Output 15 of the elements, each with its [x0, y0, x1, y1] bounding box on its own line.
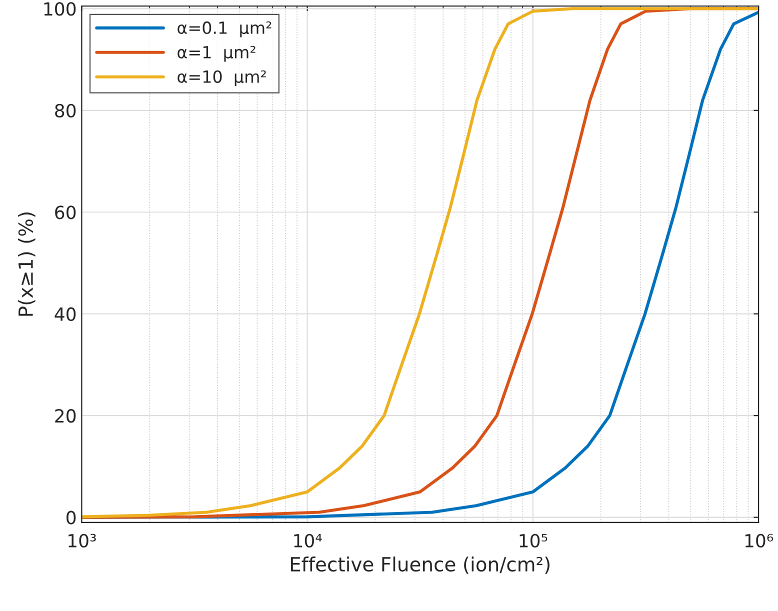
- x-tick-label: 10⁴: [294, 534, 322, 548]
- y-tick-label: 40: [54, 307, 76, 321]
- legend-label: α=0.1 μm²: [178, 21, 272, 38]
- x-tick-label: 10⁵: [520, 534, 548, 548]
- y-axis-title: P(x≥1) (%): [18, 212, 36, 316]
- x-tick-label: 10⁶: [745, 534, 774, 548]
- y-tick-label: 80: [55, 104, 76, 118]
- legend-label: α=1 μm²: [178, 46, 256, 62]
- x-tick-label: 10³: [68, 534, 96, 548]
- y-tick-label: 20: [55, 409, 76, 423]
- legend-label: α=10 μm²: [178, 70, 266, 86]
- y-tick-label: 60: [55, 206, 76, 220]
- x-axis-title: Effective Fluence (ion/cm²): [290, 556, 550, 574]
- y-tick-label: 0: [66, 510, 76, 524]
- y-tick-label: 100: [44, 2, 76, 16]
